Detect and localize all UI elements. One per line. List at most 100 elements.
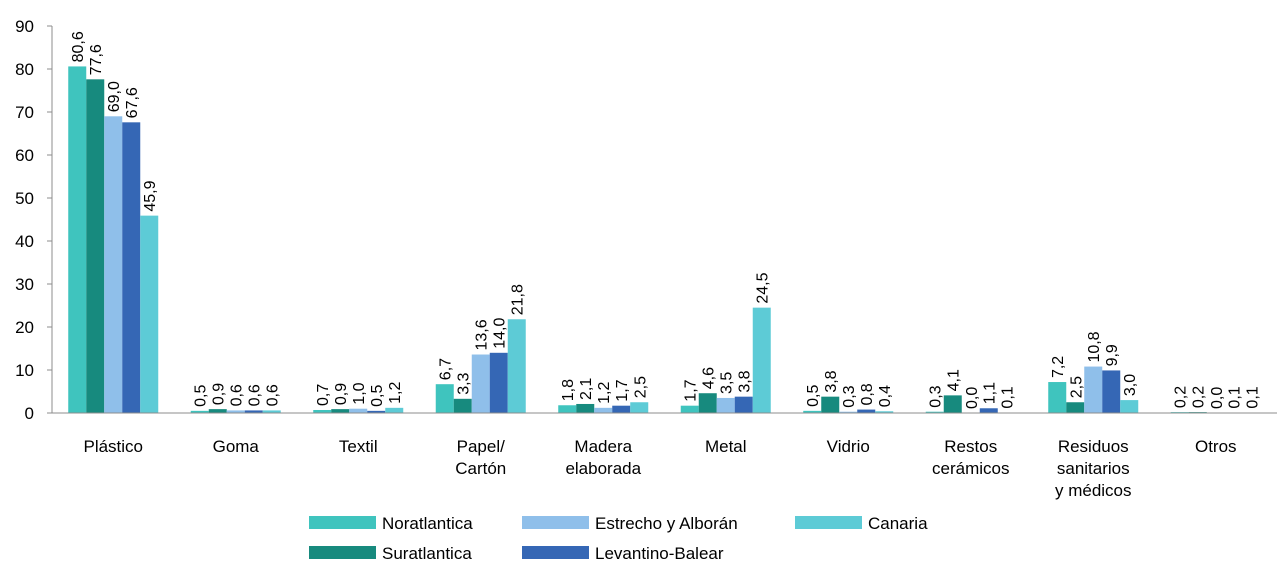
bar [1048,382,1067,413]
legend-swatch [522,516,589,529]
category-label-line: Metal [705,437,747,456]
legend-label: Noratlantica [382,514,473,533]
data-label: 0,1 [1227,386,1244,408]
bar [803,410,822,413]
category-label: Papel/Cartón [455,437,506,478]
data-label: 9,9 [1104,344,1121,366]
bar [122,122,141,413]
legend-swatch [795,516,862,529]
y-tick-label: 50 [15,189,34,208]
category-label-line: Residuos [1058,437,1129,456]
bar [979,408,998,413]
y-tick-label: 90 [15,17,34,36]
data-label: 4,1 [946,369,963,391]
data-label: 2,5 [1068,376,1085,398]
bar [698,393,717,413]
y-tick-label: 10 [15,361,34,380]
y-tick-label: 20 [15,318,34,337]
data-label: 0,1 [1245,386,1262,408]
bar [471,354,490,413]
data-label: 0,6 [265,384,282,406]
y-tick-label: 0 [25,404,34,423]
data-label: 0,6 [247,384,264,406]
data-label: 0,3 [841,385,858,407]
bar [489,352,508,413]
category-label: Plástico [83,437,143,456]
bar [1102,370,1121,413]
bar [612,405,631,413]
bar [208,409,227,413]
bar [576,403,595,413]
category-label-line: Madera [574,437,632,456]
data-label: 3,3 [456,372,473,394]
data-label: 0,0 [1209,387,1226,409]
data-label: 67,6 [124,87,141,118]
legend-item: Levantino-Balear [522,544,724,563]
category-label-line: Cartón [455,459,506,478]
data-label: 0,9 [333,383,350,405]
data-label: 0,5 [369,385,386,407]
bar [875,411,894,413]
legend-label: Estrecho y Alborán [595,514,738,533]
bar [594,407,613,413]
bar [680,405,699,413]
bar [331,409,350,413]
legend-swatch [309,546,376,559]
legend-swatch [309,516,376,529]
bar [558,405,577,413]
bars [68,66,1261,414]
category-label-line: y médicos [1055,481,1132,500]
bar [68,66,87,414]
bar [453,398,472,413]
category-label: Restos cerámicos [932,437,1009,478]
data-label: 1,2 [596,381,613,403]
category-label: Residuos sanitarios y médicos [1055,437,1132,500]
legend-item: Noratlantica [309,514,473,533]
data-label: 13,6 [474,319,491,350]
data-label: 3,8 [823,370,840,392]
legend-item: Estrecho y Alborán [522,514,738,533]
bar [752,307,771,413]
data-label: 3,8 [737,370,754,392]
legend-swatch [522,546,589,559]
data-label: 45,9 [142,180,159,211]
y-axis: 0 10 20 30 40 50 60 70 80 90 [15,17,53,423]
category-label: Madera elaborada [565,437,641,478]
bar [943,395,962,413]
bar [140,215,159,413]
data-label: 7,2 [1050,356,1067,378]
data-label: 1,7 [614,379,631,401]
category-label-line: Restos [944,437,997,456]
legend-item: Suratlantica [309,544,472,563]
data-label: 1,8 [560,379,577,401]
legend-label: Levantino-Balear [595,544,724,563]
bar [734,396,753,413]
data-labels: 80,6 77,669,0 67,645,90,5 0,9 0,6 0,6 0,6 0,7 0,… [70,31,1262,409]
data-label: 0,7 [315,384,332,406]
data-label: 0,4 [877,385,894,407]
category-label-line: elaborada [565,459,641,478]
data-label: 0,5 [193,385,210,407]
bar [925,411,944,413]
data-label: 6,7 [438,358,455,380]
bar [857,409,876,413]
data-label: 77,6 [88,44,105,75]
data-label: 0,1 [1000,386,1017,408]
category-label-line: cerámicos [932,459,1009,478]
data-label: 0,9 [211,383,228,405]
bar [839,411,858,413]
bar [349,408,368,413]
legend-label: Suratlantica [382,544,472,563]
x-axis: Plástico Goma Textil Papel/Cartón Madera elab… [52,412,1277,500]
category-label: Goma [213,437,260,456]
bar [313,409,332,413]
category-label: Metal [705,437,747,456]
bar [244,410,263,413]
data-label: 2,5 [632,376,649,398]
data-label: 1,0 [351,382,368,404]
category-label: Vidrio [827,437,870,456]
category-label-line: Goma [213,437,260,456]
bar [385,407,404,413]
data-label: 69,0 [106,81,123,112]
